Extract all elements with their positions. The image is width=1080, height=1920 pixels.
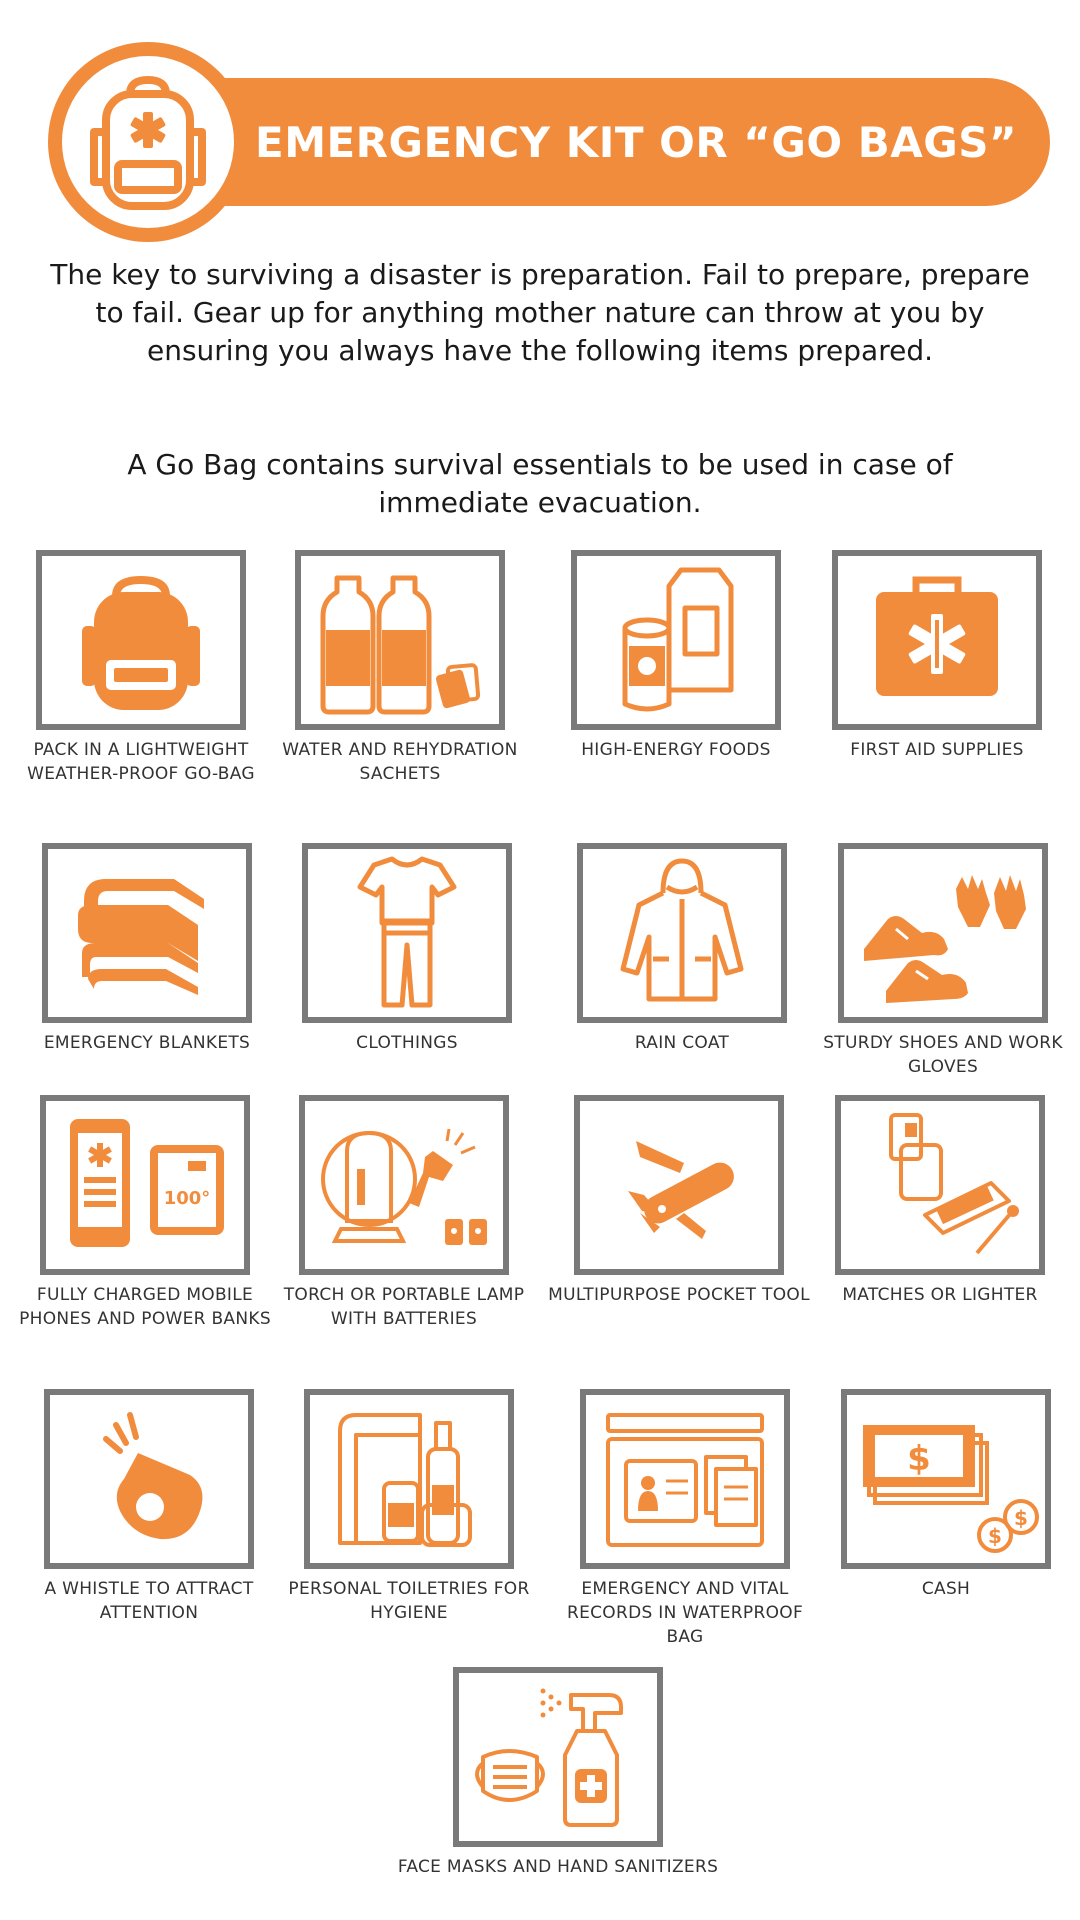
item-tile: STURDY SHOES AND WORK GLOVES — [823, 843, 1062, 1077]
raincoat-icon — [620, 858, 744, 1002]
item-label: FIRST AID SUPPLIES — [850, 740, 1024, 760]
folded-blankets-icon — [78, 879, 204, 995]
item-label: EMERGENCY AND VITAL RECORDS IN WATERPROO… — [566, 1579, 804, 1647]
item-tile: MATCHES OR LIGHTER — [835, 1095, 1045, 1305]
lamp-torch-icon — [321, 1128, 487, 1245]
cash-icon: $ $ $ — [863, 1425, 1039, 1553]
item-tile: EMERGENCY BLANKETS — [42, 843, 252, 1053]
water-bottles-icon — [320, 575, 481, 715]
item-tile: TORCH OR PORTABLE LAMP WITH BATTERIES — [284, 1095, 524, 1329]
item-tile: FIRST AID SUPPLIES — [832, 550, 1042, 760]
item-label: PERSONAL TOILETRIES FOR HYGIENE — [288, 1579, 530, 1623]
phone-powerbank-icon: 100° — [70, 1119, 224, 1247]
go-bag-description: A Go Bag contains survival essentials to… — [127, 448, 953, 519]
item-tile: 100° FULLY CHARGED MOBILE PHONES AND POW… — [19, 1095, 271, 1329]
header-badge — [48, 42, 248, 242]
pocket-knife-icon — [628, 1141, 734, 1239]
shoes-gloves-icon — [864, 875, 1026, 1003]
item-label: FULLY CHARGED MOBILE PHONES AND POWER BA… — [19, 1285, 271, 1329]
svg-text:$: $ — [988, 1524, 1002, 1548]
matches-lighter-icon — [889, 1113, 1019, 1255]
item-label: FACE MASKS AND HAND SANITIZERS — [397, 1857, 719, 1877]
backpack-icon — [90, 76, 206, 210]
clothes-icon — [357, 856, 457, 1008]
item-label: CASH — [921, 1579, 971, 1599]
toiletries-icon — [338, 1413, 472, 1547]
svg-text:$: $ — [1014, 1506, 1028, 1530]
whistle-icon — [103, 1412, 203, 1540]
item-tile: $ $ $ CASH — [841, 1389, 1051, 1599]
item-tile: PACK IN A LIGHTWEIGHT WEATHER-PROOF GO-B… — [27, 550, 255, 784]
item-label: MATCHES OR LIGHTER — [842, 1285, 1038, 1305]
intro-paragraph: The key to surviving a disaster is prepa… — [50, 258, 1030, 367]
item-tile: FACE MASKS AND HAND SANITIZERS — [398, 1667, 718, 1877]
item-label: CLOTHINGS — [356, 1033, 458, 1053]
food-can-carton-icon — [622, 567, 734, 712]
item-tile: WATER AND REHYDRATION SACHETS — [282, 550, 517, 784]
item-label: EMERGENCY BLANKETS — [43, 1033, 251, 1053]
item-label: STURDY SHOES AND WORK GLOVES — [823, 1033, 1063, 1077]
item-label: A WHISTLE TO ATTRACT ATTENTION — [44, 1579, 254, 1623]
item-label: TORCH OR PORTABLE LAMP WITH BATTERIES — [283, 1285, 525, 1329]
item-tile: MULTIPURPOSE POCKET TOOL — [548, 1095, 810, 1305]
item-tile: RAIN COAT — [577, 843, 787, 1053]
item-tile: HIGH-ENERGY FOODS — [571, 550, 781, 760]
item-label: PACK IN A LIGHTWEIGHT WEATHER-PROOF GO-B… — [27, 740, 255, 784]
first-aid-kit-icon — [876, 576, 998, 696]
item-label: HIGH-ENERGY FOODS — [581, 740, 771, 760]
mask-sanitizer-icon — [475, 1688, 623, 1827]
item-label: RAIN COAT — [634, 1033, 730, 1053]
svg-text:$: $ — [907, 1439, 931, 1479]
item-tile: A WHISTLE TO ATTRACT ATTENTION — [44, 1389, 254, 1623]
item-label: MULTIPURPOSE POCKET TOOL — [548, 1285, 810, 1305]
backpack-icon — [82, 576, 200, 710]
charge-text: 100° — [164, 1188, 211, 1209]
item-label: WATER AND REHYDRATION SACHETS — [282, 740, 518, 784]
documents-icon — [606, 1413, 764, 1547]
page-title: EMERGENCY KIT OR “GO BAGS” — [255, 118, 1018, 167]
item-tile: EMERGENCY AND VITAL RECORDS IN WATERPROO… — [567, 1389, 803, 1647]
item-tile: CLOTHINGS — [302, 843, 512, 1053]
item-tile: PERSONAL TOILETRIES FOR HYGIENE — [288, 1389, 529, 1623]
